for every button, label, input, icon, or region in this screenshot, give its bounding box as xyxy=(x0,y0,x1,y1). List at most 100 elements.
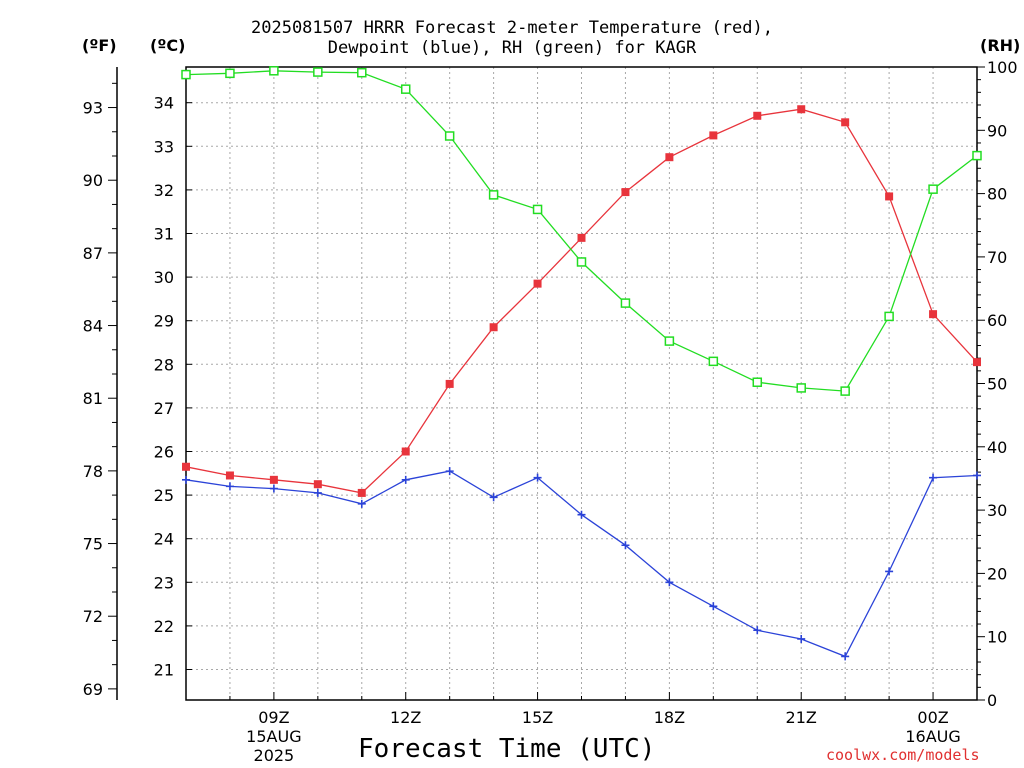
celsius-tick-label: 29 xyxy=(154,312,174,331)
dewpoint-point xyxy=(533,473,542,482)
chart-title-line-2: Dewpoint (blue), RH (green) for KAGR xyxy=(327,38,697,58)
celsius-tick-label: 21 xyxy=(154,661,174,680)
rh-tick-label: 30 xyxy=(987,501,1007,520)
fahrenheit-tick-label: 90 xyxy=(83,171,103,190)
rh-tick-label: 60 xyxy=(987,311,1007,330)
rh-point xyxy=(620,298,631,308)
temp-point xyxy=(929,310,938,319)
dewpoint-point xyxy=(973,471,981,480)
temp-point xyxy=(182,462,190,471)
dewpoint-point xyxy=(929,473,938,482)
x-tick-label: 15Z xyxy=(522,708,553,727)
temp-point xyxy=(709,131,718,140)
dewpoint-point xyxy=(753,626,762,635)
rh-point xyxy=(225,68,235,79)
celsius-tick-label: 31 xyxy=(154,225,174,244)
dewpoint-point xyxy=(357,499,366,508)
fahrenheit-tick-label: 75 xyxy=(83,535,103,554)
rh-point xyxy=(928,184,938,194)
rh-tick-label: 100 xyxy=(987,58,1018,77)
dewpoint-point xyxy=(797,634,806,643)
rh-point xyxy=(796,383,806,393)
rh-point xyxy=(884,311,894,322)
x-tick-label: 09Z xyxy=(258,708,289,727)
temp-point xyxy=(665,153,674,162)
temp-point xyxy=(357,488,366,497)
temp-point xyxy=(401,447,410,456)
dewpoint-point xyxy=(577,510,586,519)
fahrenheit-tick-label: 87 xyxy=(83,244,103,263)
rh-tick-label: 20 xyxy=(987,564,1007,583)
temp-line xyxy=(185,108,978,494)
rh-point xyxy=(313,67,323,77)
rh-tick-label: 40 xyxy=(987,438,1007,457)
dewpoint-point xyxy=(489,493,498,502)
x-tick-label: 18Z xyxy=(654,708,685,727)
rh-point xyxy=(357,67,367,78)
rh-point xyxy=(972,150,982,161)
temp-point xyxy=(577,233,586,242)
x-tick-label: 15AUG xyxy=(246,727,301,746)
fahrenheit-tick-label: 93 xyxy=(83,99,103,118)
x-tick-label: 16AUG xyxy=(905,727,960,746)
fahrenheit-tick-label: 81 xyxy=(83,389,103,408)
rh-point xyxy=(181,69,191,80)
celsius-tick-label: 30 xyxy=(154,268,174,287)
celsius-tick-label: 22 xyxy=(154,617,174,636)
dewpoint-point xyxy=(225,482,234,491)
fahrenheit-tick-label: 72 xyxy=(83,607,103,626)
plot-series xyxy=(181,66,982,661)
rh-tick-label: 10 xyxy=(987,628,1007,647)
temp-point xyxy=(885,192,894,201)
rh-point xyxy=(752,377,763,387)
rh-point xyxy=(664,336,675,346)
rh-point xyxy=(708,356,719,367)
dewpoint-point xyxy=(445,467,454,476)
temp-point xyxy=(445,379,454,388)
celsius-tick-label: 23 xyxy=(154,573,174,592)
celsius-tick-label: 34 xyxy=(154,94,174,113)
rh-tick-label: 0 xyxy=(987,691,997,710)
temp-point xyxy=(489,323,498,332)
rh-point xyxy=(576,257,587,267)
fahrenheit-unit-label: (ºF) xyxy=(82,36,117,55)
dewpoint-point xyxy=(885,567,894,576)
x-tick-label: 00Z xyxy=(917,708,948,727)
celsius-tick-label: 24 xyxy=(154,530,174,549)
dewpoint-point xyxy=(269,484,278,493)
celsius-unit-label: (ºC) xyxy=(150,36,186,55)
temp-point xyxy=(225,471,234,480)
celsius-tick-label: 32 xyxy=(154,181,174,200)
fahrenheit-tick-label: 78 xyxy=(83,462,103,481)
temp-point xyxy=(753,111,762,120)
dewpoint-point xyxy=(401,475,410,484)
x-tick-label: 12Z xyxy=(390,708,421,727)
celsius-tick-label: 27 xyxy=(154,399,174,418)
rh-unit-label: (RH) xyxy=(980,36,1021,55)
fahrenheit-tick-label: 69 xyxy=(83,680,103,699)
dewpoint-point xyxy=(709,602,718,611)
dewpoint-point xyxy=(841,652,850,661)
temp-point xyxy=(621,188,630,197)
celsius-tick-label: 26 xyxy=(154,443,174,462)
rh-point xyxy=(488,190,499,200)
temp-point xyxy=(797,105,806,114)
dewpoint-point xyxy=(621,541,630,550)
x-tick-label: 21Z xyxy=(786,708,817,727)
dewpoint-point xyxy=(313,488,322,497)
temp-point xyxy=(973,358,981,367)
rh-point xyxy=(840,386,850,396)
celsius-tick-label: 33 xyxy=(154,137,174,156)
chart-title-line-1: 2025081507 HRRR Forecast 2-meter Tempera… xyxy=(251,18,773,38)
rh-point xyxy=(532,204,543,215)
fahrenheit-tick-label: 84 xyxy=(83,317,103,336)
x-axis-title: Forecast Time (UTC) xyxy=(358,734,656,764)
rh-tick-label: 80 xyxy=(987,185,1007,204)
grid-lines xyxy=(186,67,977,700)
dewpoint-point xyxy=(182,475,190,484)
celsius-tick-label: 25 xyxy=(154,486,174,505)
celsius-tick-label: 28 xyxy=(154,355,174,374)
rh-tick-label: 50 xyxy=(987,375,1007,394)
temp-point xyxy=(269,475,278,484)
